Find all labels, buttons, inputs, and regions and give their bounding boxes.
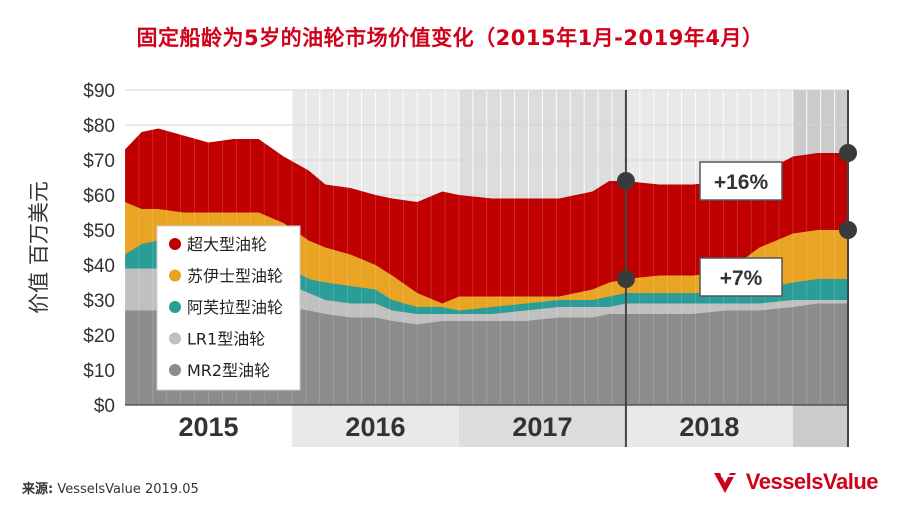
legend-swatch xyxy=(169,238,181,250)
y-axis-title: 价值 百万美元 xyxy=(27,181,51,314)
legend-label: 苏伊士型油轮 xyxy=(187,267,283,286)
year-label: 2018 xyxy=(679,412,739,442)
marker-dot xyxy=(616,172,635,190)
annotation-box xyxy=(699,257,783,297)
vesselsvalue-logo: VesselsValue xyxy=(710,466,879,498)
y-tick-label: $30 xyxy=(83,291,115,312)
legend-label: MR2型油轮 xyxy=(187,361,270,380)
area-mr2 xyxy=(125,303,848,405)
vesselsvalue-logo-icon xyxy=(713,473,736,493)
legend-swatch xyxy=(169,301,181,313)
legend-swatch xyxy=(169,269,181,282)
source-note: 来源: VesselsValue 2019.05 xyxy=(22,478,199,497)
year-label: 2015 xyxy=(178,412,238,442)
source-label: 来源: xyxy=(22,482,54,497)
marker-dot xyxy=(839,221,857,239)
y-tick-label: $50 xyxy=(83,221,115,242)
legend-label: LR1型油轮 xyxy=(187,330,265,349)
y-tick-label: $0 xyxy=(94,396,115,417)
annotation-box xyxy=(699,161,783,201)
y-tick-label: $70 xyxy=(83,151,115,172)
y-tick-label: $60 xyxy=(83,186,115,207)
y-tick-label: $40 xyxy=(83,256,115,277)
chart-title: 固定船龄为5岁的油轮市场价值变化（2015年1月-2019年4月） xyxy=(136,26,764,50)
year-label: 2017 xyxy=(512,412,572,442)
source-value: VesselsValue 2019.05 xyxy=(57,482,199,497)
annotation-label: +16% xyxy=(714,171,769,194)
legend-swatch xyxy=(169,364,181,376)
year-label: 2016 xyxy=(345,412,405,442)
legend-label: 超大型油轮 xyxy=(187,235,267,254)
y-tick-label: $20 xyxy=(83,326,115,347)
legend-label: 阿芙拉型油轮 xyxy=(187,298,283,317)
y-tick-label: $90 xyxy=(83,81,115,102)
marker-dot xyxy=(616,270,635,288)
marker-dot xyxy=(839,144,857,162)
annotation-label: +7% xyxy=(720,267,763,290)
logo-text: VesselsValue xyxy=(745,469,879,494)
y-tick-label: $80 xyxy=(83,116,115,137)
legend-swatch xyxy=(169,332,181,345)
y-tick-label: $10 xyxy=(83,361,115,382)
